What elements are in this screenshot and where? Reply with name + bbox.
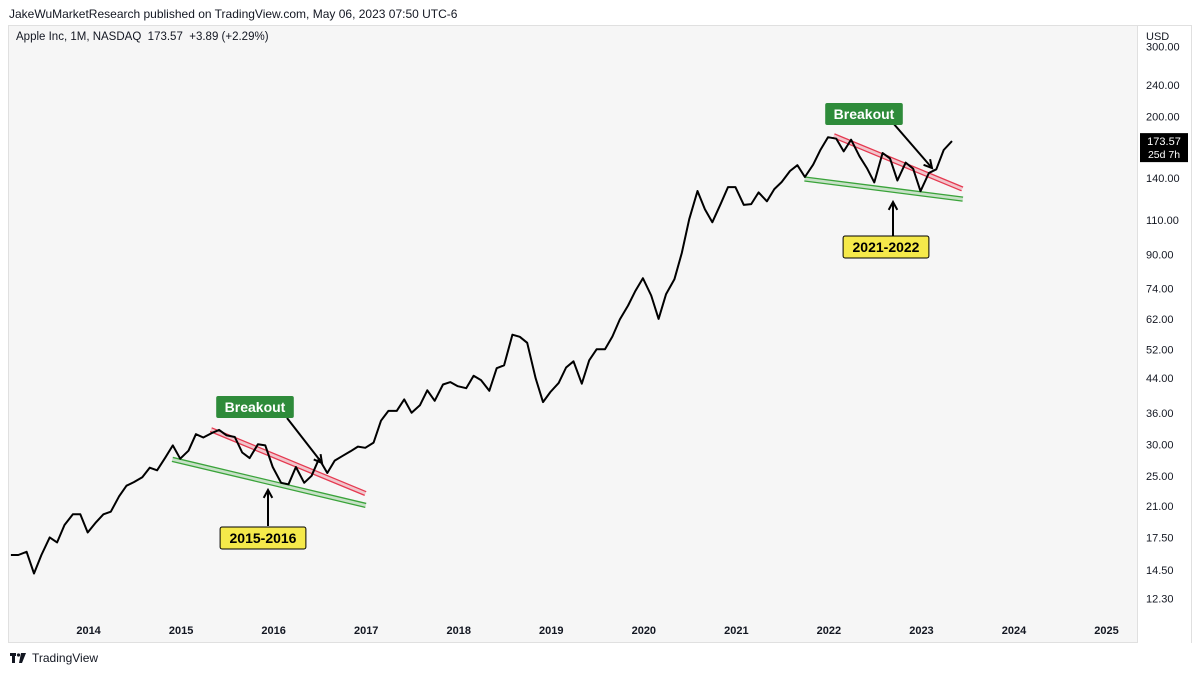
y-tick-label: 90.00 xyxy=(1146,250,1174,262)
tradingview-brand[interactable]: TradingView xyxy=(10,651,98,665)
annotation-label-box xyxy=(219,526,307,550)
support-arrow-head xyxy=(262,487,274,499)
annotation-label: 2015-2016 xyxy=(230,530,297,546)
annotation-label: Breakout xyxy=(225,399,286,415)
breakout-arrow xyxy=(892,122,933,169)
annotation-label: 2021-2022 xyxy=(853,239,920,255)
y-tick-label: 12.30 xyxy=(1146,593,1174,605)
green-channel-line xyxy=(804,180,963,202)
x-tick-label: 2022 xyxy=(817,625,841,637)
bar-countdown: 25d 7h xyxy=(1148,149,1180,161)
red-channel-line xyxy=(211,427,367,493)
x-tick-label: 2023 xyxy=(909,625,933,637)
x-tick-label: 2018 xyxy=(447,625,471,637)
y-tick-label: 52.00 xyxy=(1146,344,1174,356)
red-channel-band xyxy=(832,133,964,191)
breakout-arrow-head xyxy=(313,453,324,465)
y-tick-label: 14.50 xyxy=(1146,565,1174,577)
x-tick-label: 2024 xyxy=(1002,625,1027,637)
symbol-legend: Apple Inc, 1M, NASDAQ 173.57 +3.89 (+2.2… xyxy=(16,31,269,43)
x-tick-label: 2025 xyxy=(1094,625,1118,637)
breakout-arrow xyxy=(286,417,323,464)
green-channel-band xyxy=(171,457,367,508)
red-channel-band xyxy=(210,427,367,496)
price-axis[interactable] xyxy=(1138,25,1192,643)
brand-name: TradingView xyxy=(32,651,99,665)
currency-label: USD xyxy=(1146,31,1170,43)
y-tick-label: 36.00 xyxy=(1146,408,1174,420)
support-arrow-head xyxy=(887,199,899,211)
y-tick-label: 140.00 xyxy=(1146,173,1180,185)
breakout-arrow-head xyxy=(923,158,934,170)
y-tick-label: 62.00 xyxy=(1146,314,1174,326)
price-change: +3.89 (+2.29%) xyxy=(189,31,269,43)
x-tick-label: 2014 xyxy=(76,625,101,637)
x-tick-label: 2020 xyxy=(632,625,656,637)
x-tick-label: 2015 xyxy=(169,625,193,637)
y-tick-label: 300.00 xyxy=(1146,42,1180,54)
y-tick-label: 30.00 xyxy=(1146,439,1174,451)
annotation-label-box xyxy=(216,396,294,418)
y-tick-label: 17.50 xyxy=(1146,532,1174,544)
price-line xyxy=(10,136,953,575)
chart-pane[interactable] xyxy=(8,25,1138,643)
last-price-value: 173.57 xyxy=(1147,136,1181,148)
y-tick-label: 200.00 xyxy=(1146,112,1180,124)
last-price: 173.57 xyxy=(147,31,183,43)
green-channel-line xyxy=(171,460,366,508)
x-tick-label: 2019 xyxy=(539,625,563,637)
symbol-name: Apple Inc, 1M, NASDAQ xyxy=(16,31,142,43)
publisher-header: JakeWuMarketResearch published on Tradin… xyxy=(9,7,458,21)
y-tick-label: 25.00 xyxy=(1146,471,1174,483)
last-price-tag xyxy=(1140,133,1188,163)
y-tick-label: 74.00 xyxy=(1146,283,1174,295)
green-channel-line xyxy=(804,176,964,198)
y-tick-label: 21.00 xyxy=(1146,501,1174,513)
y-tick-label: 110.00 xyxy=(1146,215,1179,227)
x-tick-label: 2021 xyxy=(724,625,748,637)
y-tick-label: 44.00 xyxy=(1146,373,1174,385)
annotation-label: Breakout xyxy=(834,106,895,122)
annotation-label-box xyxy=(842,235,930,259)
annotation-label-box xyxy=(825,103,903,125)
tradingview-logo-icon xyxy=(10,653,26,663)
y-tick-label: 240.00 xyxy=(1146,80,1180,92)
x-tick-label: 2016 xyxy=(261,625,285,637)
green-channel-line xyxy=(172,456,367,505)
x-tick-label: 2017 xyxy=(354,625,378,637)
green-channel-band xyxy=(804,177,964,202)
red-channel-line xyxy=(209,430,365,496)
red-channel-line xyxy=(834,133,964,188)
